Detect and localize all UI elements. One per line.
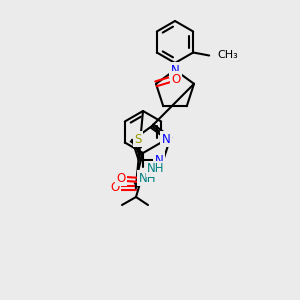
Text: N: N: [155, 154, 164, 167]
Text: N: N: [162, 133, 170, 146]
Text: CH₃: CH₃: [217, 50, 238, 61]
Text: NH: NH: [139, 172, 156, 185]
Text: N: N: [171, 64, 179, 76]
Text: O: O: [172, 73, 181, 86]
Text: O: O: [116, 172, 126, 184]
Text: NH: NH: [147, 163, 164, 176]
Text: S: S: [134, 133, 142, 146]
Text: O: O: [110, 181, 119, 194]
